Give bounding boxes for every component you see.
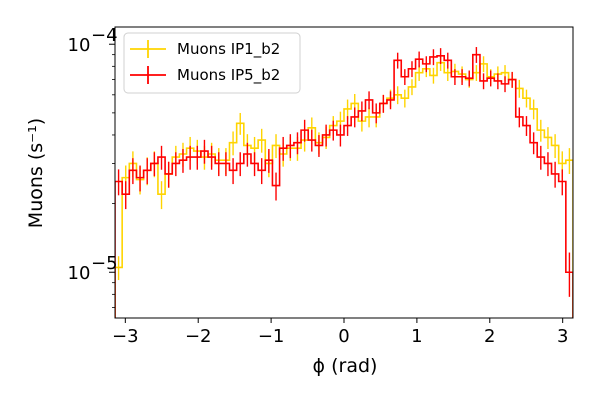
x-tick-label: 1: [411, 326, 422, 347]
y-axis-label: Muons (s⁻¹): [25, 118, 47, 228]
legend-label-ip5: Muons IP5_b2: [177, 66, 280, 85]
legend-label-ip1: Muons IP1_b2: [177, 40, 280, 59]
x-axis-label: ϕ (rad): [313, 355, 378, 377]
legend: Muons IP1_b2 Muons IP5_b2: [123, 32, 301, 94]
series-2: [115, 47, 573, 318]
x-tick-label: 2: [484, 326, 495, 347]
x-tick-label: −2: [185, 326, 212, 347]
y-tick-exponent: −5: [91, 253, 118, 274]
series-2-step-line: [115, 53, 573, 318]
legend-entry-ip5: Muons IP5_b2: [130, 66, 280, 85]
ticks: −3 −2 −1 0 1 2 310−510−4: [68, 25, 569, 347]
legend-frame: [123, 32, 301, 94]
x-tick-label: 3: [557, 326, 568, 347]
x-tick-label: −1: [258, 326, 285, 347]
legend-entry-ip1: Muons IP1_b2: [130, 40, 280, 59]
x-tick-label: 0: [338, 326, 349, 347]
y-tick-label: 10: [68, 35, 91, 56]
y-tick-label: 10: [68, 263, 91, 284]
series-1-step-line: [115, 61, 573, 318]
y-tick-exponent: −4: [91, 25, 118, 46]
plot-area: [115, 47, 573, 318]
x-tick-label: −3: [112, 326, 139, 347]
